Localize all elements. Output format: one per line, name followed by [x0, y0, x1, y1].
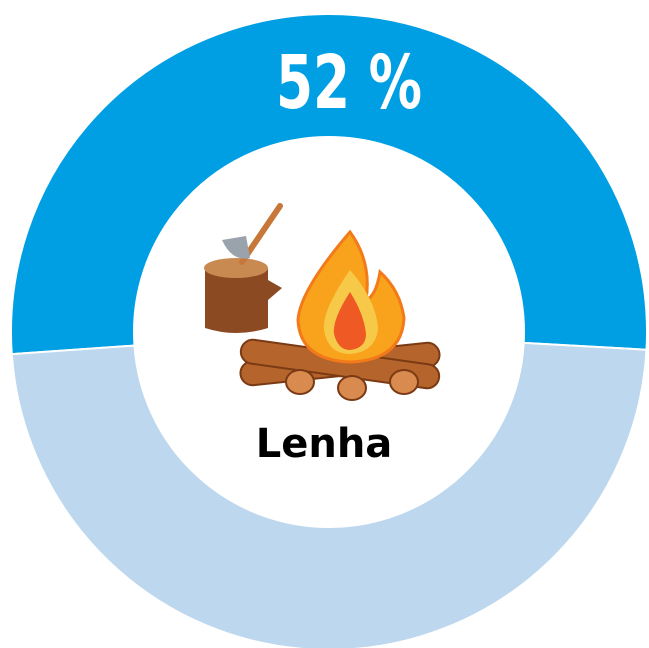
category-label: Lenha: [256, 421, 393, 467]
value-label: 52 %: [276, 40, 422, 126]
firewood-icon: [204, 203, 441, 401]
